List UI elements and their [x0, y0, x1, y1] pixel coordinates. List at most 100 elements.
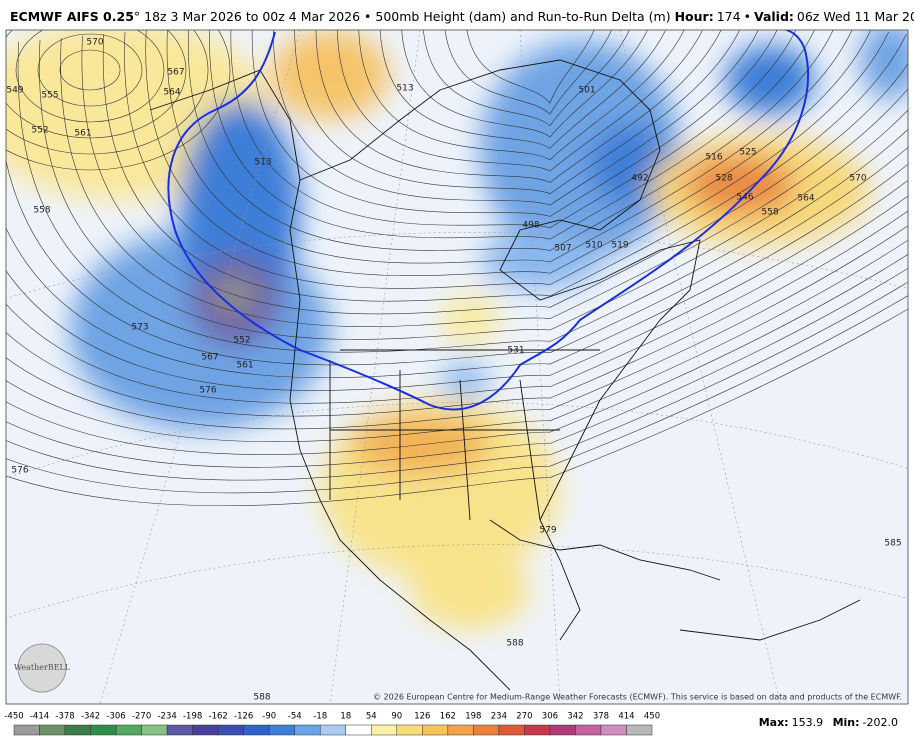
contour-label: 558: [33, 206, 50, 216]
colorbar-swatch: [192, 724, 219, 736]
colorbar-tick-label: -306: [106, 712, 125, 722]
contour-label: 552: [31, 126, 48, 136]
contour-label: 498: [522, 221, 539, 231]
colorbar-swatch: [268, 724, 295, 736]
colorbar-tick-label: 342: [567, 712, 583, 722]
colorbar-swatch: [90, 724, 117, 736]
contour-label: 519: [611, 241, 628, 251]
contour: [423, 30, 630, 127]
contour: [230, 30, 796, 229]
colorbar-swatch: [217, 724, 244, 736]
contour-label: 561: [236, 361, 253, 371]
colorbar-tick-label: 306: [542, 712, 558, 722]
contour-540: [167, 30, 809, 411]
colorbar-tick-label: -234: [157, 712, 176, 722]
contour-label: 585: [884, 539, 901, 549]
copyright: © 2026 European Centre for Medium-Range …: [373, 693, 902, 702]
colorbar-swatch: [498, 724, 525, 736]
contour-label: 501: [578, 86, 595, 96]
colorbar-swatch: [13, 724, 40, 736]
colorbar-tick-label: 90: [391, 712, 402, 722]
colorbar: -450 -414 -378 -342 -306 -270 -234 -198 -162 -126…: [4, 712, 660, 736]
colorbar-tick-label: -162: [209, 712, 228, 722]
colorbar-swatch: [575, 724, 602, 736]
contour: [81, 35, 908, 315]
colorbar-tick-label: 54: [366, 712, 377, 722]
contour: [6, 146, 908, 366]
contour-label: 513: [396, 84, 413, 94]
contour: [444, 30, 612, 115]
contour: [188, 30, 834, 251]
valid-label: Valid:: [754, 9, 794, 24]
contour-label: 549: [6, 86, 23, 96]
contour: [294, 30, 741, 195]
contour-label: 516: [705, 153, 722, 163]
contour-label: 579: [539, 526, 556, 536]
contour: [60, 37, 908, 327]
colorbar-tick-label: -126: [234, 712, 253, 722]
colorbar-swatch: [39, 724, 66, 736]
graticule: [6, 30, 908, 704]
colorbar-tick-label: 234: [491, 712, 507, 722]
contour-label: 570: [86, 38, 103, 48]
colorbar-tick-label: -54: [288, 712, 302, 722]
contour: [145, 30, 872, 277]
contour: [59, 49, 121, 91]
colorbar-swatch: [447, 724, 474, 736]
max-label: Max:: [759, 716, 789, 729]
contour-label: 576: [199, 386, 216, 396]
contour-label: 546: [736, 193, 753, 203]
colorbar-swatch: [422, 724, 449, 736]
map-frame: [5, 29, 909, 705]
min-value: -202.0: [863, 716, 898, 729]
contour: [6, 163, 908, 379]
hour-label: Hour:: [675, 9, 714, 24]
colorbar-swatch: [166, 724, 193, 736]
contour: [358, 30, 685, 161]
colorbar-swatch: [600, 724, 627, 736]
max-value: 153.9: [792, 716, 824, 729]
contour-label: 555: [41, 91, 58, 101]
colorbar-tick-label: -414: [30, 712, 49, 722]
contour-label: 525: [739, 148, 756, 158]
colorbar-swatch: [243, 724, 270, 736]
contour-label: 573: [131, 323, 148, 333]
run-title: ° 18z 3 Mar 2026 to 00z 4 Mar 2026 • 500…: [134, 9, 671, 24]
contour: [466, 30, 595, 104]
contour: [6, 195, 908, 404]
contour: [6, 253, 908, 455]
colorbar-swatch: [345, 724, 372, 736]
contour: [39, 39, 908, 340]
contour: [6, 308, 908, 506]
map-area: 570 567 564 555 549 552 561 558 513 513 501 492 498 5…: [6, 30, 908, 704]
colorbar-tick-label: -90: [262, 712, 276, 722]
contour: [209, 30, 815, 240]
contour: [379, 30, 667, 149]
contour-label: 528: [715, 174, 732, 184]
contour-label: 492: [631, 174, 648, 184]
contour: [273, 30, 759, 206]
contour-label: 510: [585, 241, 602, 251]
contour: [6, 281, 908, 481]
colorbar-tick-label: -450: [4, 712, 23, 722]
contour-label: 570: [849, 174, 866, 184]
contour-label: 576: [11, 466, 28, 476]
contour-label: 588: [506, 639, 523, 649]
contour: [6, 295, 908, 494]
colorbar-tick-label: -198: [183, 712, 202, 722]
contour: [6, 210, 908, 417]
contour: [124, 31, 889, 289]
colorbar-tick-label: 198: [465, 712, 481, 722]
contour: [6, 30, 187, 139]
contour: [6, 30, 209, 155]
contour: [37, 33, 143, 107]
colorbar-tick-label: 414: [618, 712, 634, 722]
contour: [252, 30, 778, 217]
contour: [6, 267, 908, 468]
colorbar-tick-label: 18: [340, 712, 351, 722]
colorbar-swatch: [141, 724, 168, 736]
colorbar-tick-label: 270: [516, 712, 532, 722]
colorbar-tick-label: -378: [55, 712, 74, 722]
